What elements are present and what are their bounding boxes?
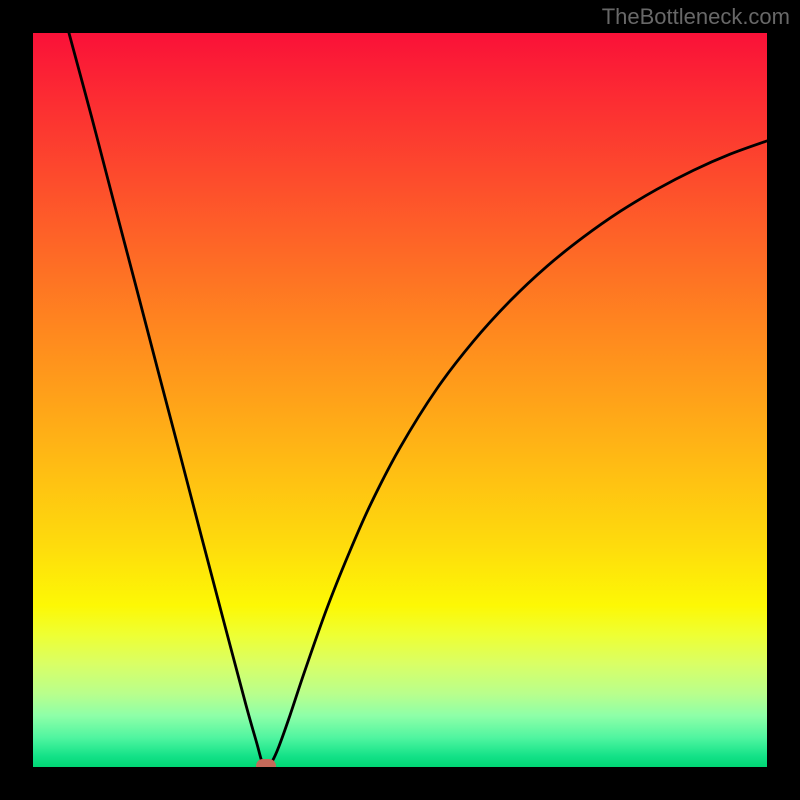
optimum-marker [256, 759, 276, 767]
bottleneck-curve [33, 33, 767, 767]
chart-plot-area [33, 33, 767, 767]
watermark-text: TheBottleneck.com [602, 4, 790, 30]
